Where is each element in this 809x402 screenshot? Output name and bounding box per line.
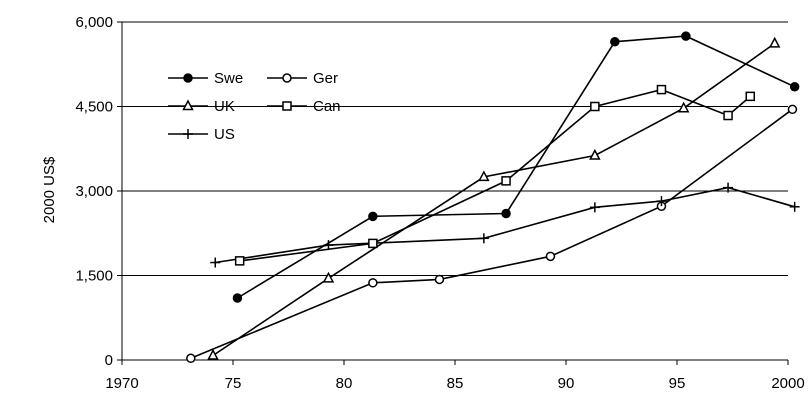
data-point-swe bbox=[610, 36, 620, 47]
data-point-can bbox=[590, 101, 600, 112]
y-tick-label: 3,000 bbox=[75, 183, 113, 200]
x-tick-label: 85 bbox=[447, 375, 464, 392]
series-line-ger bbox=[190, 108, 793, 360]
y-tick-label: 4,500 bbox=[75, 99, 113, 116]
legend-label-uk: UK bbox=[214, 98, 235, 115]
x-tick-label: 75 bbox=[225, 375, 242, 392]
data-point-us bbox=[789, 201, 800, 212]
legend: Swe Ger UK Can US bbox=[168, 70, 341, 143]
series-markers bbox=[186, 31, 800, 364]
legend-item-can: Can bbox=[267, 98, 341, 115]
legend-marker-us bbox=[183, 129, 193, 139]
data-point-ger bbox=[545, 251, 556, 262]
x-tick-label: 90 bbox=[558, 375, 575, 392]
data-point-uk bbox=[589, 148, 601, 160]
legend-marker-can bbox=[282, 101, 292, 111]
data-point-us bbox=[656, 196, 667, 207]
data-point-us bbox=[478, 233, 489, 244]
legend-marker-uk bbox=[182, 99, 194, 111]
data-point-us bbox=[210, 257, 221, 268]
x-tick-label: 80 bbox=[336, 375, 353, 392]
y-axis-title: 2000 US$ bbox=[41, 156, 58, 223]
data-point-can bbox=[745, 91, 756, 102]
legend-label-can: Can bbox=[313, 98, 341, 115]
data-point-ger bbox=[787, 104, 798, 115]
y-tick-label: 1,500 bbox=[75, 268, 113, 285]
data-point-swe bbox=[368, 211, 378, 222]
y-tick-label: 6,000 bbox=[75, 14, 113, 31]
data-point-swe bbox=[681, 31, 691, 41]
data-point-uk bbox=[322, 271, 335, 283]
data-point-can bbox=[368, 238, 378, 249]
legend-item-ger: Ger bbox=[267, 70, 338, 87]
data-point-can bbox=[723, 110, 733, 121]
data-point-uk bbox=[478, 170, 490, 182]
legend-item-swe: Swe bbox=[168, 70, 243, 87]
data-point-ger bbox=[434, 274, 445, 285]
legend-label-swe: Swe bbox=[214, 70, 243, 87]
legend-label-ger: Ger bbox=[313, 70, 338, 87]
data-point-uk bbox=[768, 36, 781, 48]
legend-label-us: US bbox=[214, 126, 235, 143]
data-point-uk bbox=[677, 101, 690, 113]
axes bbox=[117, 21, 789, 365]
series-line-us bbox=[215, 186, 795, 264]
series-lines bbox=[190, 35, 796, 360]
data-point-ger bbox=[186, 353, 196, 364]
data-point-can bbox=[656, 84, 667, 95]
legend-marker-ger bbox=[282, 73, 292, 83]
y-tick-labels: 0 1,500 3,000 4,500 6,000 bbox=[75, 14, 113, 369]
series-line-uk bbox=[212, 42, 776, 357]
legend-item-uk: UK bbox=[168, 98, 235, 115]
y-tick-label: 0 bbox=[105, 352, 113, 369]
series-line-swe bbox=[236, 35, 796, 299]
data-point-can bbox=[234, 256, 245, 266]
legend-marker-swe bbox=[183, 73, 193, 83]
data-point-swe bbox=[232, 293, 243, 303]
data-point-swe bbox=[789, 82, 800, 92]
data-point-ger bbox=[368, 278, 378, 288]
x-tick-labels: 1970 75 80 85 90 95 2000 bbox=[105, 375, 804, 392]
gridlines bbox=[122, 21, 788, 276]
x-tick-label: 2000 bbox=[771, 375, 804, 392]
data-point-swe bbox=[501, 208, 511, 219]
legend-item-us: US bbox=[168, 126, 235, 143]
data-point-us bbox=[723, 182, 734, 193]
x-tick-label: 95 bbox=[669, 375, 686, 392]
data-point-us bbox=[323, 240, 334, 251]
data-point-us bbox=[589, 202, 600, 213]
x-tick-label: 1970 bbox=[105, 375, 138, 392]
data-point-uk bbox=[207, 348, 219, 360]
data-point-can bbox=[501, 176, 511, 186]
